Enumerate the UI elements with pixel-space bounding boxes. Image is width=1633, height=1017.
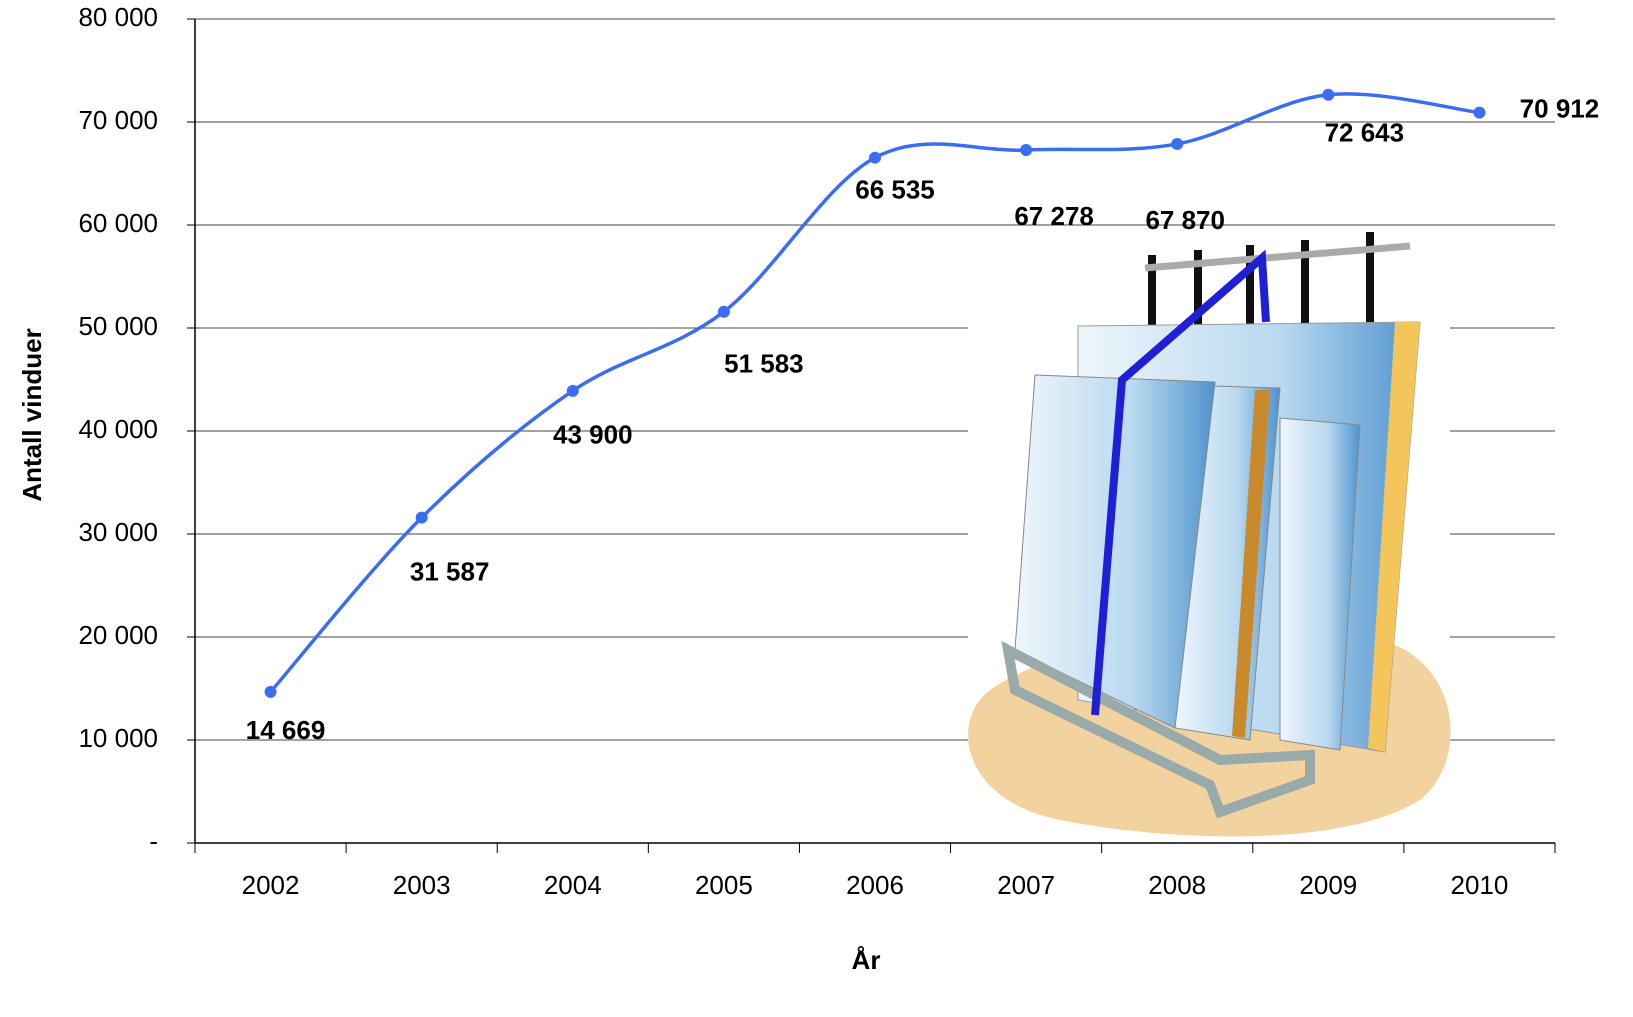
rack-bar — [1144, 242, 1411, 272]
data-label: 14 669 — [246, 715, 326, 745]
data-label: 31 587 — [410, 557, 490, 587]
y-tick-label: 40 000 — [78, 414, 158, 444]
rack-base — [1001, 640, 1315, 819]
x-tick-label: 2004 — [544, 870, 602, 900]
data-label: 67 870 — [1145, 205, 1225, 235]
data-label: 43 900 — [553, 420, 633, 450]
x-tick-label: 2002 — [242, 870, 300, 900]
data-label: 67 278 — [1014, 201, 1094, 231]
x-tick-label: 2009 — [1299, 870, 1357, 900]
y-tick-label: - — [149, 826, 158, 856]
grid — [195, 18, 1555, 741]
y-tick-label: 20 000 — [78, 620, 158, 650]
x-axis-title: År — [852, 945, 881, 975]
x-tick-label: 2008 — [1148, 870, 1206, 900]
panel-edge — [1368, 322, 1420, 752]
y-tick-label: 80 000 — [78, 2, 158, 32]
window-rack-illustration — [968, 232, 1451, 838]
panel-edge — [1232, 390, 1270, 738]
data-label: 51 583 — [724, 349, 804, 379]
x-tick-label: 2010 — [1451, 870, 1509, 900]
data-line — [269, 92, 1480, 694]
illustration-line — [1091, 249, 1270, 716]
data-point — [1473, 106, 1486, 119]
data-point — [1020, 144, 1033, 157]
data-point — [869, 151, 881, 164]
data-label: 66 535 — [855, 175, 935, 205]
y-tick-label: 10 000 — [78, 723, 158, 753]
x-tick-label: 2003 — [393, 870, 451, 900]
x-tick-label: 2007 — [997, 870, 1055, 900]
data-point — [566, 384, 579, 397]
y-tick-label: 60 000 — [78, 208, 158, 238]
x-tick-label: 2006 — [846, 870, 904, 900]
data-point — [717, 305, 730, 318]
data-point — [1171, 137, 1184, 150]
data-label: 72 643 — [1325, 118, 1405, 148]
x-tick-label: 2005 — [695, 870, 753, 900]
y-tick-label: 70 000 — [78, 105, 158, 135]
y-tick-label: 30 000 — [78, 517, 158, 547]
data-label: 70 912 — [1520, 93, 1600, 123]
data-point — [1322, 88, 1335, 101]
panel — [1014, 374, 1216, 729]
data-point — [415, 511, 428, 524]
panel — [1279, 417, 1361, 751]
data-point — [264, 685, 277, 698]
y-axis-title: Antall vinduer — [17, 328, 47, 501]
y-tick-label: 50 000 — [78, 311, 158, 341]
